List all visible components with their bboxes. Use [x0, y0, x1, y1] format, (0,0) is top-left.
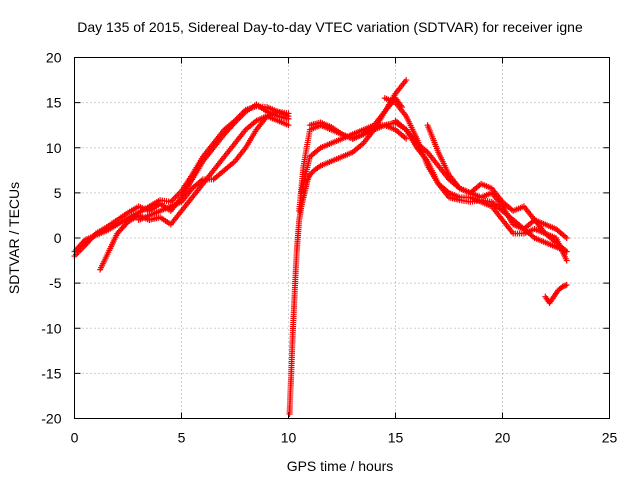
series-trace-g	[298, 122, 410, 196]
y-tick-labels: -20 -15 -10 -5 0 5 10 15 20	[41, 50, 61, 427]
x-tick-label: 10	[281, 430, 297, 446]
y-tick-label: -5	[49, 275, 62, 291]
series-trace-j	[392, 117, 570, 264]
series-trace-e	[286, 95, 405, 417]
y-tick-label: -20	[41, 411, 61, 427]
data-point	[403, 77, 410, 84]
data-point	[285, 122, 292, 129]
series-trace-f	[296, 77, 410, 214]
y-tick-label: -15	[41, 365, 61, 381]
x-tick-label: 25	[602, 430, 618, 446]
y-tick-label: 5	[54, 185, 62, 201]
data-point	[563, 235, 570, 241]
series-trace-d	[135, 108, 292, 223]
x-tick-label: 20	[495, 430, 511, 446]
grid	[74, 57, 610, 419]
data-marks	[71, 77, 570, 417]
series-trace-h	[306, 119, 410, 142]
data-point	[285, 113, 292, 120]
y-tick-label: 0	[54, 230, 62, 246]
x-tick-label: 5	[178, 430, 186, 446]
x-tick-labels: 0 5 10 15 20 25	[71, 430, 618, 446]
x-tick-label: 0	[71, 430, 79, 446]
x-tick-label: 15	[388, 430, 404, 446]
y-tick-label: 20	[46, 50, 62, 66]
y-tick-label: 10	[46, 140, 62, 156]
y-tick-label: 15	[46, 95, 62, 111]
y-axis-title: SDTVAR / TECUs	[6, 182, 22, 294]
series-trace-m	[542, 281, 570, 306]
data-point	[563, 257, 570, 264]
series-trace-c	[97, 113, 292, 273]
data-point	[403, 135, 410, 142]
y-tick-label: -10	[41, 320, 61, 336]
x-axis-title: GPS time / hours	[287, 458, 394, 474]
series-trace-l	[424, 122, 570, 241]
data-point	[563, 248, 570, 255]
data-point	[563, 281, 570, 288]
series-trace-k	[403, 126, 570, 255]
plot-frame	[74, 57, 610, 419]
chart-title: Day 135 of 2015, Sidereal Day-to-day VTE…	[77, 19, 583, 35]
